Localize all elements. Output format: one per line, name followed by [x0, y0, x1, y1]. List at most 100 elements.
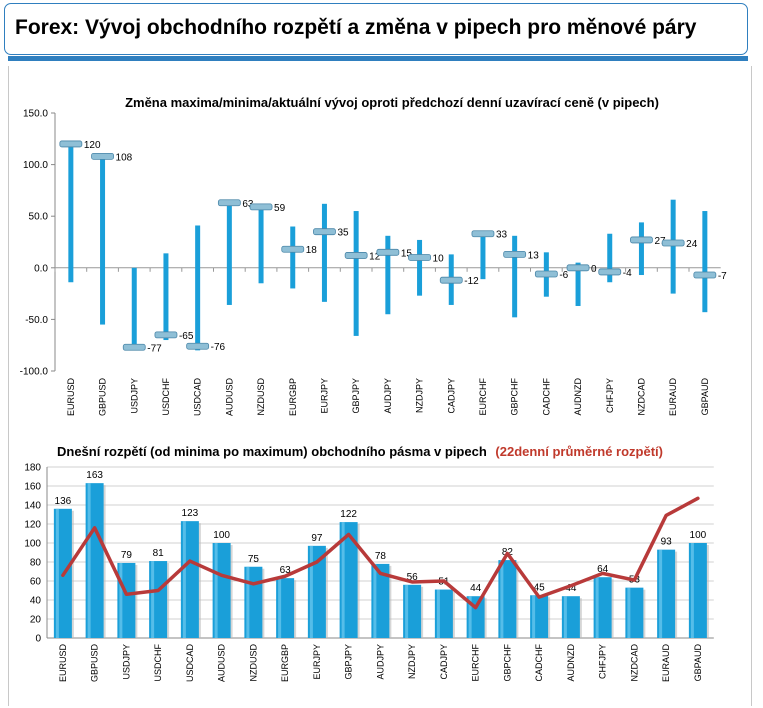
current-marker — [249, 203, 273, 211]
header-shadow — [8, 56, 748, 61]
daily-y-tick-label: 80 — [30, 558, 42, 569]
range-bar — [512, 235, 518, 318]
daily-data-label: 81 — [153, 548, 165, 559]
daily-y-tick-label: 160 — [24, 482, 41, 493]
range-data-label: -4 — [623, 268, 632, 279]
daily-category-label: CADCHF — [534, 643, 544, 681]
range-category-label: EURGBP — [288, 378, 298, 416]
daily-y-tick-label: 0 — [35, 634, 41, 645]
range-bar — [290, 226, 296, 289]
daily-category-label: GBPJPY — [344, 644, 354, 680]
range-bar — [100, 156, 106, 325]
daily-bar-highlight — [436, 589, 440, 638]
daily-category-label: CADJPY — [439, 644, 449, 680]
range-data-label: 33 — [496, 230, 508, 241]
range-category-label: AUDUSD — [224, 378, 234, 417]
daily-category-label: EURAUD — [661, 644, 671, 683]
range-category-label: CADCHF — [541, 377, 551, 415]
current-marker — [661, 239, 685, 247]
range-category-label: EURAUD — [668, 378, 678, 417]
range-data-label: -76 — [211, 342, 226, 353]
daily-bar-highlight — [690, 543, 694, 638]
daily-data-label: 123 — [182, 508, 199, 519]
daily-category-label: NZDUSD — [248, 644, 258, 682]
daily-bar-highlight — [595, 577, 599, 638]
current-marker — [91, 152, 114, 160]
daily-bar-highlight — [87, 483, 91, 638]
range-data-label: 15 — [401, 248, 413, 259]
daily-category-label: GBPCHF — [502, 644, 512, 682]
daily-bar-highlight — [563, 596, 567, 638]
daily-data-label: 44 — [470, 583, 482, 594]
daily-data-label: 122 — [340, 509, 357, 520]
daily-category-label: USDCAD — [185, 644, 195, 683]
range-data-label: 18 — [306, 245, 318, 256]
current-marker — [534, 270, 558, 278]
daily-y-tick-label: 20 — [30, 615, 42, 626]
range-category-label: EURCHF — [478, 377, 488, 415]
current-marker — [186, 342, 210, 350]
daily-bar-highlight — [659, 549, 663, 638]
daily-bar-highlight — [278, 578, 282, 638]
daily-y-tick-label: 40 — [30, 596, 42, 607]
chart-panel — [8, 66, 752, 706]
daily-bar-highlight — [500, 560, 504, 638]
daily-data-label: 64 — [597, 564, 609, 575]
range-data-label: -12 — [464, 276, 479, 287]
range-y-tick-label: 150.0 — [23, 109, 48, 120]
daily-data-label: 136 — [55, 496, 72, 507]
daily-bar-highlight — [246, 566, 250, 638]
range-data-label: -7 — [718, 271, 727, 282]
daily-data-label: 97 — [311, 533, 323, 544]
current-marker — [630, 236, 653, 244]
range-y-tick-label: 50.0 — [29, 212, 49, 223]
range-bar — [353, 211, 359, 336]
range-data-label: -65 — [179, 331, 194, 342]
daily-data-label: 56 — [407, 572, 419, 583]
range-bar — [575, 262, 581, 306]
daily-data-label: 63 — [280, 565, 292, 576]
daily-category-label: EURCHF — [471, 643, 481, 681]
daily-data-label: 100 — [690, 530, 707, 541]
current-marker — [566, 264, 590, 272]
daily-category-label: CHFJPY — [598, 644, 608, 679]
daily-data-label: 44 — [565, 583, 577, 594]
current-marker — [503, 250, 527, 258]
range-category-label: AUDNZD — [573, 378, 583, 416]
range-y-tick-label: -100.0 — [20, 367, 49, 378]
range-data-label: 27 — [654, 236, 666, 247]
daily-category-label: GBPUSD — [90, 644, 100, 683]
range-y-tick-label: 0.0 — [34, 263, 48, 274]
current-marker — [217, 199, 241, 207]
range-chart: Změna maxima/minima/aktuální vývoj oprot… — [20, 95, 728, 416]
daily-bar-highlight — [309, 545, 313, 638]
range-data-label: 108 — [116, 152, 133, 163]
range-bar — [385, 235, 391, 315]
daily-bar-highlight — [468, 596, 472, 638]
range-bar — [417, 239, 423, 296]
daily-category-label: USDJPY — [121, 644, 131, 680]
daily-y-tick-label: 140 — [24, 501, 41, 512]
range-y-tick-label: -50.0 — [25, 315, 48, 326]
page-title: Forex: Vývoj obchodního rozpětí a změna … — [15, 16, 697, 39]
daily-data-label: 163 — [86, 470, 103, 481]
daily-y-tick-label: 100 — [24, 539, 41, 550]
daily-category-label: EURJPY — [312, 644, 322, 680]
current-marker — [408, 254, 431, 261]
range-category-label: GBPJPY — [351, 378, 361, 414]
range-bar — [226, 202, 232, 305]
daily-data-label: 100 — [213, 530, 230, 541]
range-bar — [670, 199, 676, 294]
daily-bar-highlight — [119, 562, 123, 638]
range-bar — [258, 206, 264, 284]
range-category-label: EURUSD — [66, 378, 76, 417]
range-data-label: 10 — [433, 253, 445, 264]
daily-y-tick-label: 180 — [24, 463, 41, 474]
range-bar — [638, 222, 644, 276]
range-category-label: CHFJPY — [605, 378, 615, 413]
daily-bar-highlight — [341, 522, 345, 638]
range-chart-title: Změna maxima/minima/aktuální vývoj oprot… — [125, 95, 659, 110]
current-marker — [59, 140, 83, 148]
range-data-label: 13 — [528, 250, 540, 261]
